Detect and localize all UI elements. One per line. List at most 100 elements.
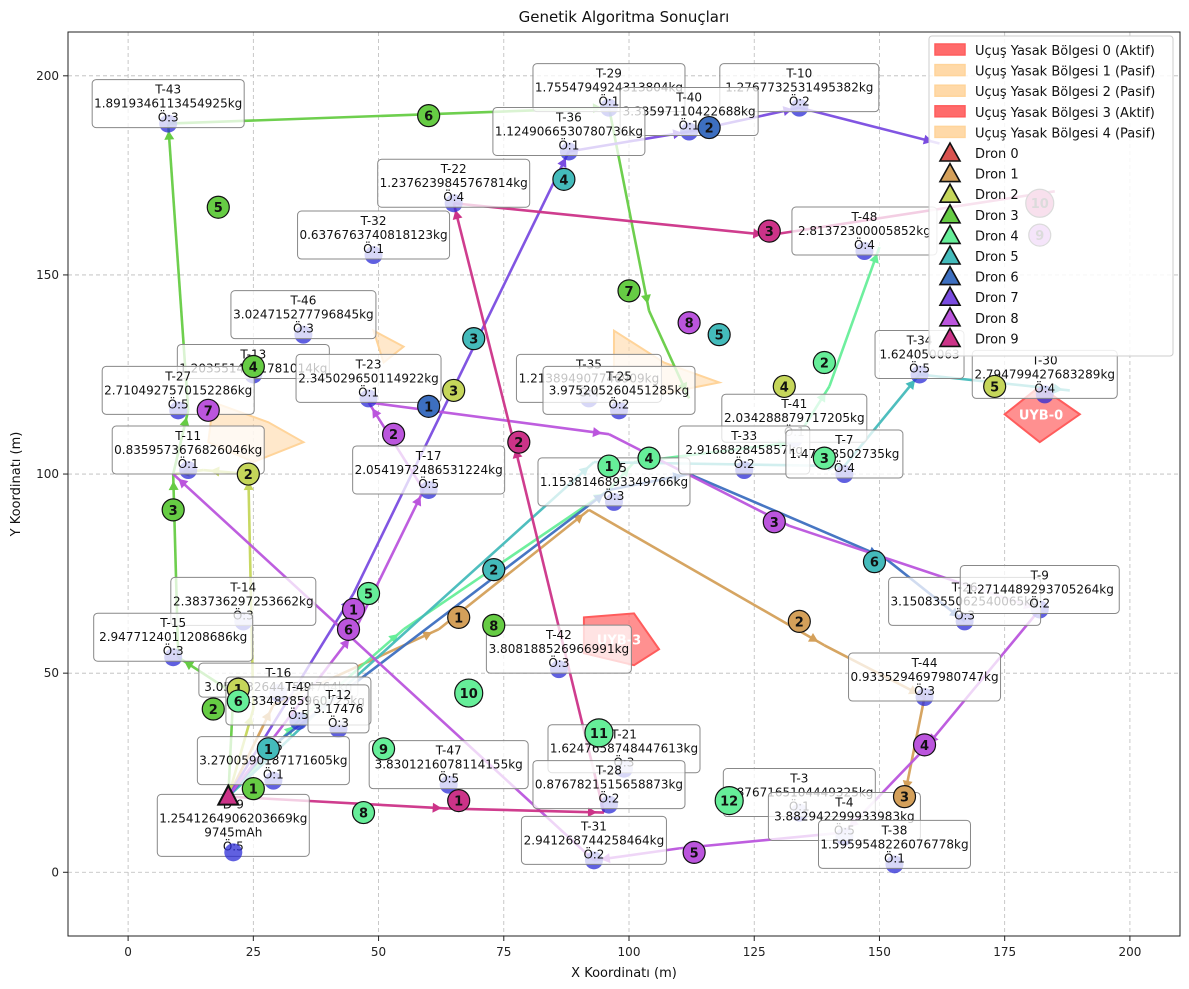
route-arrowhead [422, 631, 433, 641]
route-arrowhead [592, 427, 603, 438]
target-label-text: T-44 [911, 656, 938, 670]
target-label-text: T-28 [595, 764, 622, 778]
route-step-number: 7 [204, 404, 213, 419]
route-step-badge [597, 454, 621, 478]
target-label-text: T-11 [174, 429, 201, 443]
route-step-badge [161, 498, 185, 522]
route-step-badge [241, 354, 265, 379]
route-segment [352, 150, 571, 595]
target-label-box [368, 740, 529, 790]
target-label-text: 3.830121607811415​5kg [375, 758, 523, 772]
route-step-number: 2 [795, 615, 804, 630]
target-label-text: 3.9752052604​51285kg [549, 383, 690, 397]
route-step-number: 1 [454, 795, 463, 810]
y-tick-label: 200 [36, 69, 59, 83]
target-label-box [532, 760, 686, 810]
legend-label: Dron 9 [975, 332, 1019, 347]
route-segment [828, 246, 881, 387]
route-step-badge [682, 840, 706, 864]
target-label-text: T-47 [435, 744, 462, 758]
route-step-number: 7 [624, 285, 633, 300]
route-step-number: 2 [820, 357, 829, 372]
legend-label: Uçuş Yasak Bölgesi 0 (Aktif) [975, 44, 1155, 59]
target-label-text: T-32 [360, 214, 387, 228]
target-labels: T-431.8919346113454925kgÖ:3T-291.7554794… [91, 63, 1120, 869]
route-step-badge [241, 777, 265, 801]
target-label-text: Ö:3 [548, 654, 569, 670]
route-step-number: 10 [460, 687, 478, 702]
x-tick-label: 25 [246, 945, 261, 959]
route-segment [453, 201, 770, 237]
target-label-text: Ö:2 [609, 395, 630, 411]
route-step-badge [617, 279, 641, 303]
target-label-text: T-23 [355, 357, 382, 371]
plot-area: UYB-0UYB-3 T-431.8919346113454925kgÖ:3T-… [91, 63, 1120, 874]
legend-label: Dron 5 [975, 250, 1019, 265]
route-step-number: 8 [685, 317, 694, 332]
route-segment [172, 473, 595, 862]
route-step-badge [236, 462, 260, 486]
route-segment [352, 489, 425, 634]
route-step-number: 1 [249, 783, 258, 798]
route-arrowhead [752, 228, 763, 239]
route-arrowhead [184, 661, 195, 671]
target-label-box [91, 79, 245, 129]
route-step-number: 3 [449, 384, 458, 399]
route-step-number: 3 [770, 516, 779, 531]
route-step-number: 3 [765, 225, 774, 240]
target-label-text: T-25 [605, 369, 632, 383]
route-step-badge [381, 422, 406, 446]
route-step-badge [912, 733, 937, 757]
route-segment [798, 106, 940, 145]
legend-drone-marker [938, 223, 962, 245]
route-arrowhead [807, 632, 819, 642]
route-step-badge [442, 378, 466, 403]
x-tick-label: 100 [618, 945, 641, 959]
route-step-number: 4 [559, 173, 568, 188]
x-tick-label: 0 [124, 945, 132, 959]
target-label-text: 1.47228502735kg [789, 447, 899, 461]
route-step-badge [336, 617, 361, 641]
route-step-badge [552, 167, 576, 191]
target-label-text: 1.8919346113454925kg [94, 97, 242, 111]
route-step-badge [482, 613, 506, 637]
target-label-text: 1.1538146893349766kg [540, 475, 688, 489]
route-step-badge [892, 785, 917, 809]
route-step-number: 6 [870, 556, 879, 571]
target-label-text: T-21 [610, 728, 637, 742]
target-label-text: Ö:2 [789, 93, 810, 109]
target-label-text: Ö:2 [734, 455, 755, 471]
target-label-box [295, 353, 442, 403]
route-step-number: 5 [715, 329, 724, 344]
target-label-text: T-17 [415, 449, 442, 463]
route-step-number: 2 [244, 468, 253, 483]
route-step-number: 4 [645, 452, 654, 467]
route-step-number: 2 [489, 564, 498, 579]
route-step-badge [714, 785, 744, 816]
drone-marker [216, 783, 240, 806]
route-arrowhead [869, 253, 879, 264]
route-segment [368, 401, 610, 436]
target-label-text: T-7 [834, 433, 853, 447]
target-label-box [377, 158, 531, 208]
legend-label: Dron 8 [975, 312, 1019, 327]
route-step-number: 4 [249, 361, 258, 376]
target-label-box [297, 210, 451, 260]
legend-drone-marker [938, 161, 962, 183]
target-label-text: 0.8359573676826046kg [114, 443, 262, 457]
target-label-text: Ö:4 [834, 459, 855, 475]
route-step-number: 5 [690, 846, 699, 861]
route-step-number: 3 [169, 504, 178, 519]
route-step-badge [757, 219, 781, 243]
target-label-text: Ö:3 [604, 487, 625, 503]
target-label-text: T-41 [780, 397, 807, 411]
target-label-text: Ö:3 [328, 714, 349, 730]
target-label-text: Ö:5 [418, 475, 439, 491]
legend-zone-swatch [934, 105, 966, 118]
target-label-text: Ö:2 [583, 845, 604, 861]
target-label-text: 2.947712401120868​6kg [99, 630, 247, 644]
target-label-text: 3.2700590187171605kg [199, 754, 347, 768]
target-label-box [307, 684, 370, 734]
target-label-text: 2.941268744258464kg [524, 833, 665, 847]
